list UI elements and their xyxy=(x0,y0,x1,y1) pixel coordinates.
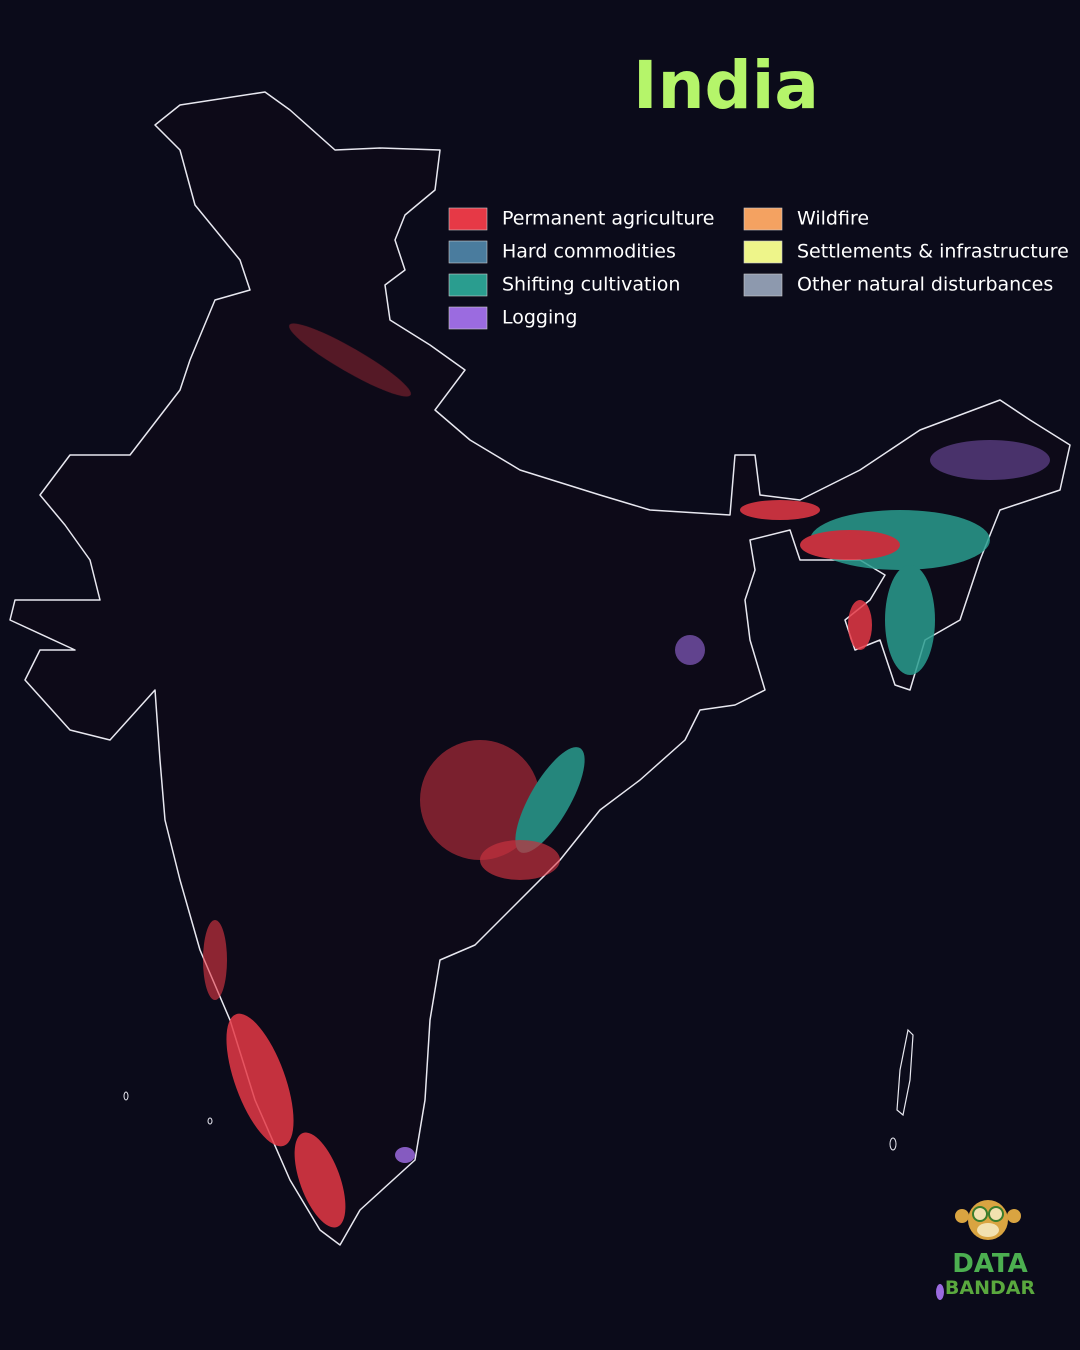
logo: DATA BANDAR xyxy=(945,1200,1036,1299)
logo-ear xyxy=(1007,1209,1021,1223)
patch xyxy=(420,740,540,860)
logo-mouth xyxy=(977,1223,999,1237)
legend-label: Hard commodities xyxy=(502,241,676,263)
legend-swatch xyxy=(448,306,488,330)
country-outline xyxy=(9,91,1071,1246)
patch xyxy=(740,500,820,520)
legend-swatch xyxy=(448,207,488,231)
island-outline xyxy=(936,1284,944,1300)
logo-ear xyxy=(955,1209,969,1223)
legend-swatch xyxy=(743,207,783,231)
island-outline xyxy=(123,1091,129,1101)
legend-swatch xyxy=(448,240,488,264)
patch xyxy=(800,530,900,560)
patch xyxy=(226,1013,294,1147)
legend-label: Shifting cultivation xyxy=(502,274,680,296)
island-outline xyxy=(207,1117,213,1125)
logo-eye xyxy=(972,1206,988,1222)
patch xyxy=(515,747,585,853)
patch xyxy=(885,565,935,675)
island-outline xyxy=(896,1028,914,1117)
logo-eye xyxy=(988,1206,1004,1222)
patch xyxy=(294,1132,346,1228)
patch xyxy=(203,920,227,1000)
logo-line2: BANDAR xyxy=(945,1277,1036,1299)
legend-swatch xyxy=(743,273,783,297)
legend-label: Wildfire xyxy=(797,208,869,230)
legend-label: Permanent agriculture xyxy=(502,208,715,230)
island-outline xyxy=(889,1137,897,1151)
patch xyxy=(289,323,411,397)
patch xyxy=(675,635,705,665)
patch xyxy=(848,600,872,650)
legend-label: Logging xyxy=(502,307,577,329)
legend-swatch xyxy=(743,240,783,264)
legend: Permanent agriculture Hard commodities Shi… xyxy=(448,207,1069,330)
patch xyxy=(480,840,560,880)
disturbance-patches xyxy=(203,323,1050,1228)
legend-label: Settlements & infrastructure xyxy=(797,241,1069,263)
patch xyxy=(930,440,1050,480)
title: India xyxy=(633,47,819,124)
legend-label: Other natural disturbances xyxy=(797,274,1053,296)
legend-swatch xyxy=(448,273,488,297)
patch xyxy=(395,1147,415,1163)
logo-line1: DATA xyxy=(952,1249,1028,1279)
